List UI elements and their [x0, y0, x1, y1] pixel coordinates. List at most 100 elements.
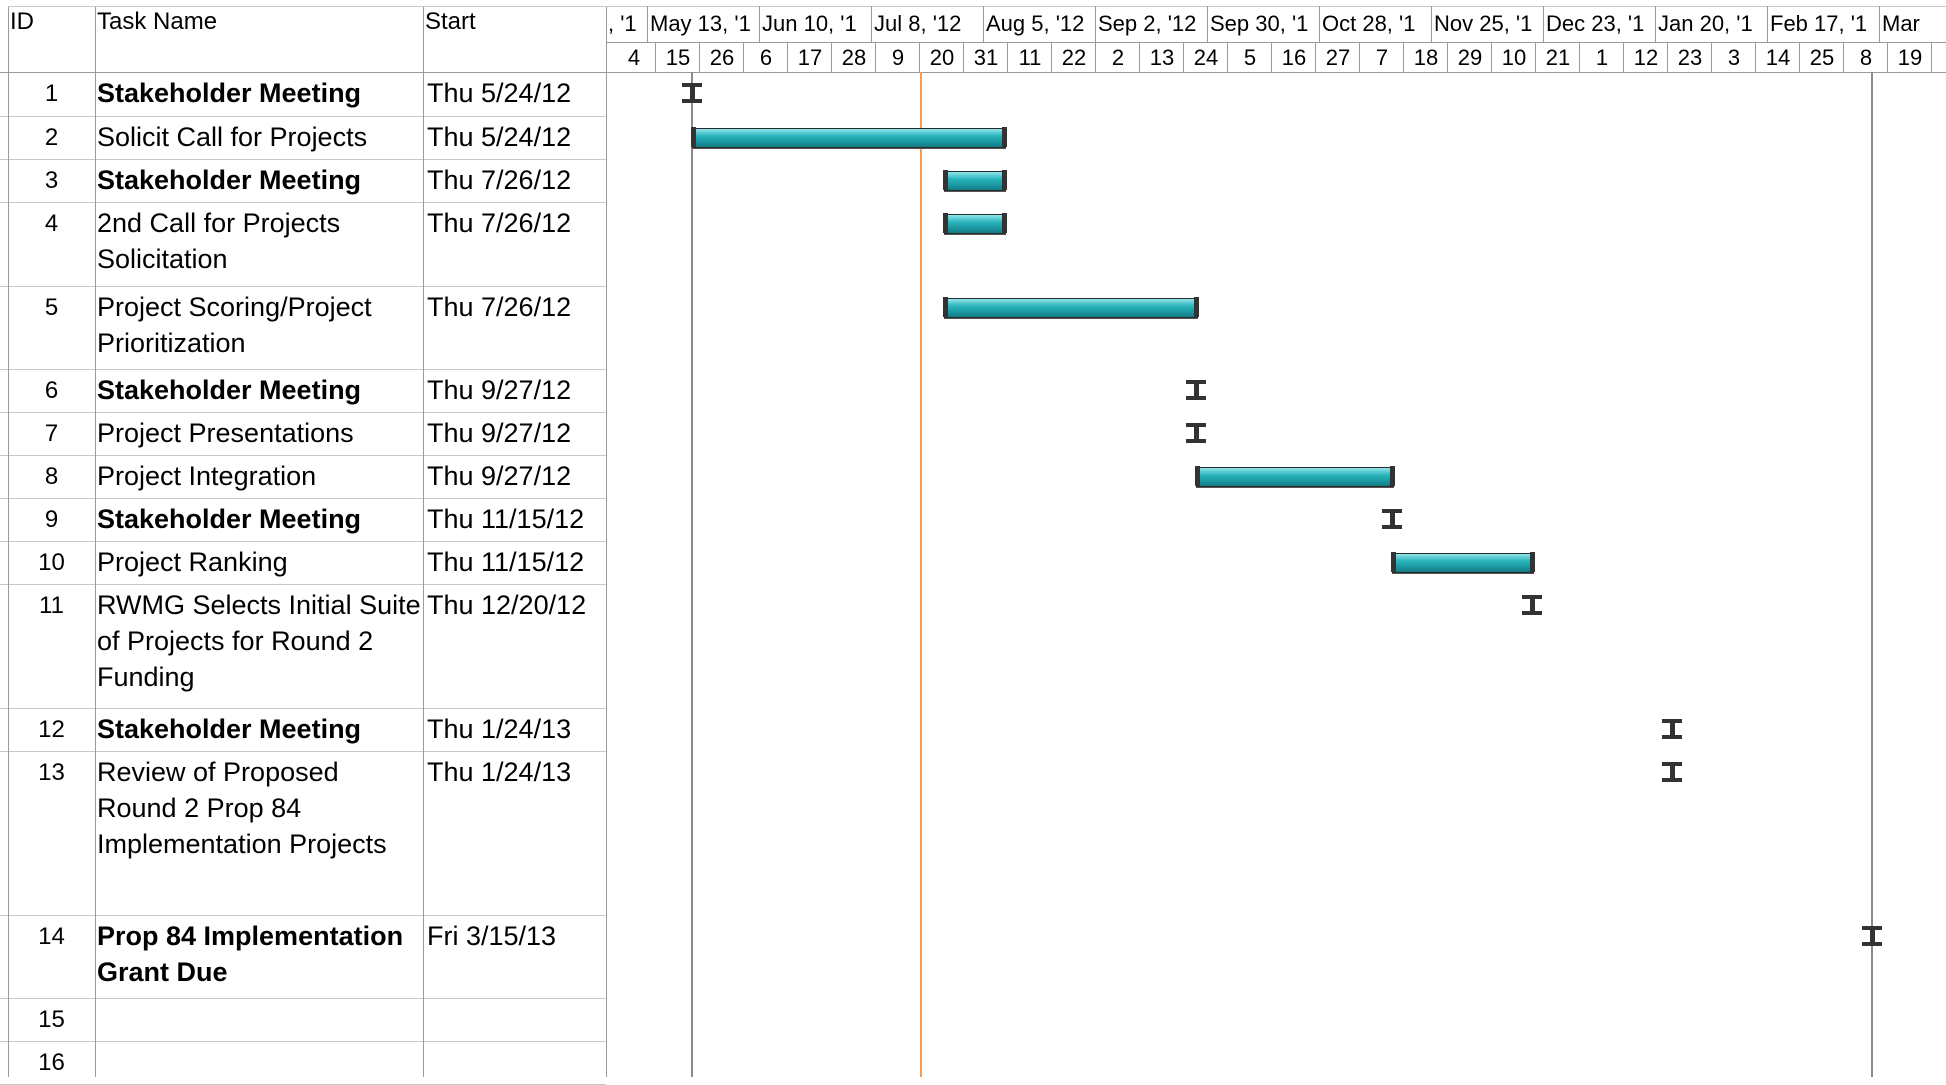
task-name-cell[interactable]: Review of Proposed Round 2 Prop 84 Imple… — [97, 757, 387, 859]
row-divider — [0, 584, 606, 585]
start-column-header[interactable]: Start — [425, 10, 476, 35]
row-divider — [0, 708, 606, 709]
gantt-task-bar[interactable] — [1391, 552, 1535, 573]
start-date-cell[interactable]: Thu 1/24/13 — [427, 714, 572, 744]
minor-tick-label: 1 — [1595, 45, 1609, 70]
major-tick-divider — [1879, 6, 1880, 42]
minor-tick-label: 16 — [1281, 45, 1307, 70]
minor-tick-label: 27 — [1325, 45, 1351, 70]
row-id-cell: 3 — [44, 167, 59, 194]
gantt-task-bar[interactable] — [943, 297, 1199, 318]
task-name-cell[interactable]: Project Ranking — [97, 547, 288, 577]
major-tick-label: Dec 23, '1 — [1546, 12, 1645, 36]
milestone-marker[interactable] — [1862, 926, 1882, 946]
start-date-cell[interactable]: Thu 12/20/12 — [427, 590, 587, 620]
row-id-cell: 14 — [38, 923, 65, 950]
task-name-cell[interactable]: Stakeholder Meeting — [97, 504, 362, 534]
minor-tick-label: 13 — [1149, 45, 1175, 70]
minor-tick-label: 12 — [1633, 45, 1659, 70]
gantt-task-bar[interactable] — [943, 170, 1007, 191]
task-name-cell[interactable]: 2nd Call for Projects Solicitation — [97, 208, 341, 274]
row-divider — [0, 202, 606, 203]
milestone-marker[interactable] — [1186, 423, 1206, 443]
start-date-cell[interactable]: Fri 3/15/13 — [427, 921, 557, 951]
row-id-cell: 11 — [39, 592, 64, 619]
minor-tick-label: 17 — [797, 45, 823, 70]
task-name-cell[interactable]: RWMG Selects Initial Suite of Projects f… — [97, 590, 421, 692]
row-id-cell: 9 — [44, 506, 59, 533]
minor-tick-label: 8 — [1859, 45, 1873, 70]
minor-tick-divider — [875, 42, 876, 72]
row-id-cell: 4 — [44, 210, 59, 237]
task-name-cell[interactable]: Prop 84 Implementation Grant Due — [97, 921, 404, 987]
start-date-cell[interactable]: Thu 7/26/12 — [427, 165, 572, 195]
minor-tick-label: 19 — [1897, 45, 1923, 70]
minor-tick-label: 26 — [709, 45, 735, 70]
task-name-cell[interactable]: Stakeholder Meeting — [97, 78, 362, 108]
minor-tick-divider — [743, 42, 744, 72]
gantt-task-bar[interactable] — [691, 127, 1007, 148]
start-date-cell[interactable]: Thu 1/24/13 — [427, 757, 572, 787]
row-id-cell: 13 — [38, 759, 65, 786]
start-date-cell[interactable]: Thu 5/24/12 — [427, 78, 572, 108]
minor-tick-label: 22 — [1061, 45, 1087, 70]
minor-tick-label: 11 — [1018, 45, 1042, 70]
task-name-cell[interactable]: Stakeholder Meeting — [97, 375, 362, 405]
minor-tick-divider — [1711, 42, 1712, 72]
major-tick-divider — [1767, 6, 1768, 42]
major-tick-label: Sep 30, '1 — [1210, 12, 1309, 36]
start-date-cell[interactable]: Thu 7/26/12 — [427, 292, 572, 322]
minor-tick-divider — [1227, 42, 1228, 72]
start-date-cell[interactable]: Thu 5/24/12 — [427, 122, 572, 152]
minor-tick-divider — [1095, 42, 1096, 72]
start-date-cell[interactable]: Thu 11/15/12 — [427, 547, 585, 577]
milestone-marker[interactable] — [1382, 509, 1402, 529]
minor-tick-label: 14 — [1765, 45, 1791, 70]
task-name-cell[interactable]: Solicit Call for Projects — [97, 122, 368, 152]
milestone-marker[interactable] — [682, 83, 702, 103]
milestone-marker[interactable] — [1186, 380, 1206, 400]
milestone-marker[interactable] — [1662, 762, 1682, 782]
row-id-cell: 12 — [38, 716, 65, 743]
start-date-cell[interactable]: Thu 11/15/12 — [427, 504, 585, 534]
major-tick-divider — [759, 6, 760, 42]
task-name-cell[interactable] — [97, 1001, 421, 1040]
gantt-task-bar[interactable] — [1195, 466, 1395, 487]
start-date-cell[interactable]: Thu 9/27/12 — [427, 461, 572, 491]
start-date-cell[interactable]: Thu 9/27/12 — [427, 418, 572, 448]
column-divider — [606, 6, 607, 1077]
start-date-cell[interactable] — [427, 1044, 604, 1080]
milestone-marker[interactable] — [1522, 595, 1542, 615]
start-date-cell[interactable]: Thu 7/26/12 — [427, 208, 572, 238]
row-id-cell: 2 — [44, 124, 59, 151]
milestone-marker[interactable] — [1662, 719, 1682, 739]
major-tick-label: May 13, '1 — [650, 12, 751, 36]
minor-tick-divider — [1447, 42, 1448, 72]
minor-tick-label: 4 — [627, 45, 641, 70]
header-top-border — [8, 6, 1946, 7]
major-tick-divider — [983, 6, 984, 42]
start-date-cell[interactable] — [427, 1001, 604, 1037]
minor-tick-label: 24 — [1193, 45, 1219, 70]
start-date-cell[interactable]: Thu 9/27/12 — [427, 375, 572, 405]
gantt-task-bar[interactable] — [943, 213, 1007, 234]
task-name-cell[interactable] — [97, 1044, 421, 1083]
minor-tick-divider — [963, 42, 964, 72]
minor-tick-label: 5 — [1243, 45, 1257, 70]
minor-tick-divider — [1799, 42, 1800, 72]
id-column-header[interactable]: ID — [10, 10, 34, 35]
column-divider — [8, 6, 9, 1077]
minor-tick-label: 10 — [1501, 45, 1527, 70]
task-name-cell[interactable]: Stakeholder Meeting — [97, 165, 362, 195]
major-tick-divider — [1431, 6, 1432, 42]
task-name-cell[interactable]: Project Integration — [97, 461, 317, 491]
task-name-cell[interactable]: Project Scoring/Project Prioritization — [97, 292, 372, 358]
major-tick-divider — [871, 6, 872, 42]
task-name-column-header[interactable]: Task Name — [97, 10, 218, 35]
row-divider — [0, 159, 606, 160]
task-name-cell[interactable]: Stakeholder Meeting — [97, 714, 362, 744]
task-name-cell[interactable]: Project Presentations — [97, 418, 354, 448]
major-tick-label: Jan 20, '1 — [1658, 12, 1753, 36]
minor-tick-divider — [655, 42, 656, 72]
major-tick-divider — [1655, 6, 1656, 42]
